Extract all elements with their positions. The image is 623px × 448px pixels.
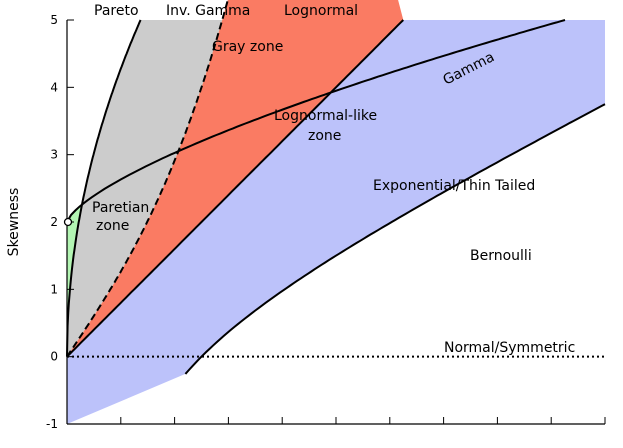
label-bernoulli: Bernoulli: [470, 248, 532, 264]
label-gray-zone: Gray zone: [212, 39, 283, 55]
y-tick-label: 5: [50, 13, 58, 27]
lognormal-like-zone-fill: [67, 0, 404, 357]
bernoulli-curve: [184, 103, 606, 375]
label-normal-symmetric: Normal/Symmetric: [444, 340, 575, 356]
label-pareto: Pareto: [94, 3, 139, 19]
y-tick-label: 1: [50, 282, 58, 296]
label-inv-gamma: Inv. Gamma: [166, 3, 250, 19]
label-lognormal-like: Lognormal-like: [274, 108, 377, 124]
label-lognormal: Lognormal: [284, 3, 358, 19]
y-tick-label: 3: [50, 148, 58, 162]
markers: [63, 217, 73, 227]
exponential-zone-fill: [67, 20, 605, 424]
y-axis-label: Skewness: [6, 188, 22, 257]
y-tick-label: 4: [50, 80, 58, 94]
curves: [66, 0, 606, 375]
y-tick-label: -1: [46, 417, 58, 431]
zone-fills: [67, 0, 605, 424]
y-tick-label: 2: [50, 215, 58, 229]
x-ticks: [66, 417, 606, 424]
lognormal-curve: [66, 0, 229, 358]
label-paretian-zone: zone: [96, 218, 129, 234]
label-lognormal-like-zone: zone: [308, 128, 341, 144]
y-tick-label: 0: [50, 350, 58, 364]
gamma-curve: [66, 19, 404, 358]
label-exponential-thin-tailed: Exponential/Thin Tailed: [373, 178, 535, 194]
pareto-curve: [66, 19, 566, 223]
label-paretian: Paretian: [92, 200, 149, 216]
gray-zone-fill: [67, 0, 304, 357]
inv-gamma-curve: [66, 19, 142, 357]
pareto-origin-marker: [63, 217, 73, 227]
